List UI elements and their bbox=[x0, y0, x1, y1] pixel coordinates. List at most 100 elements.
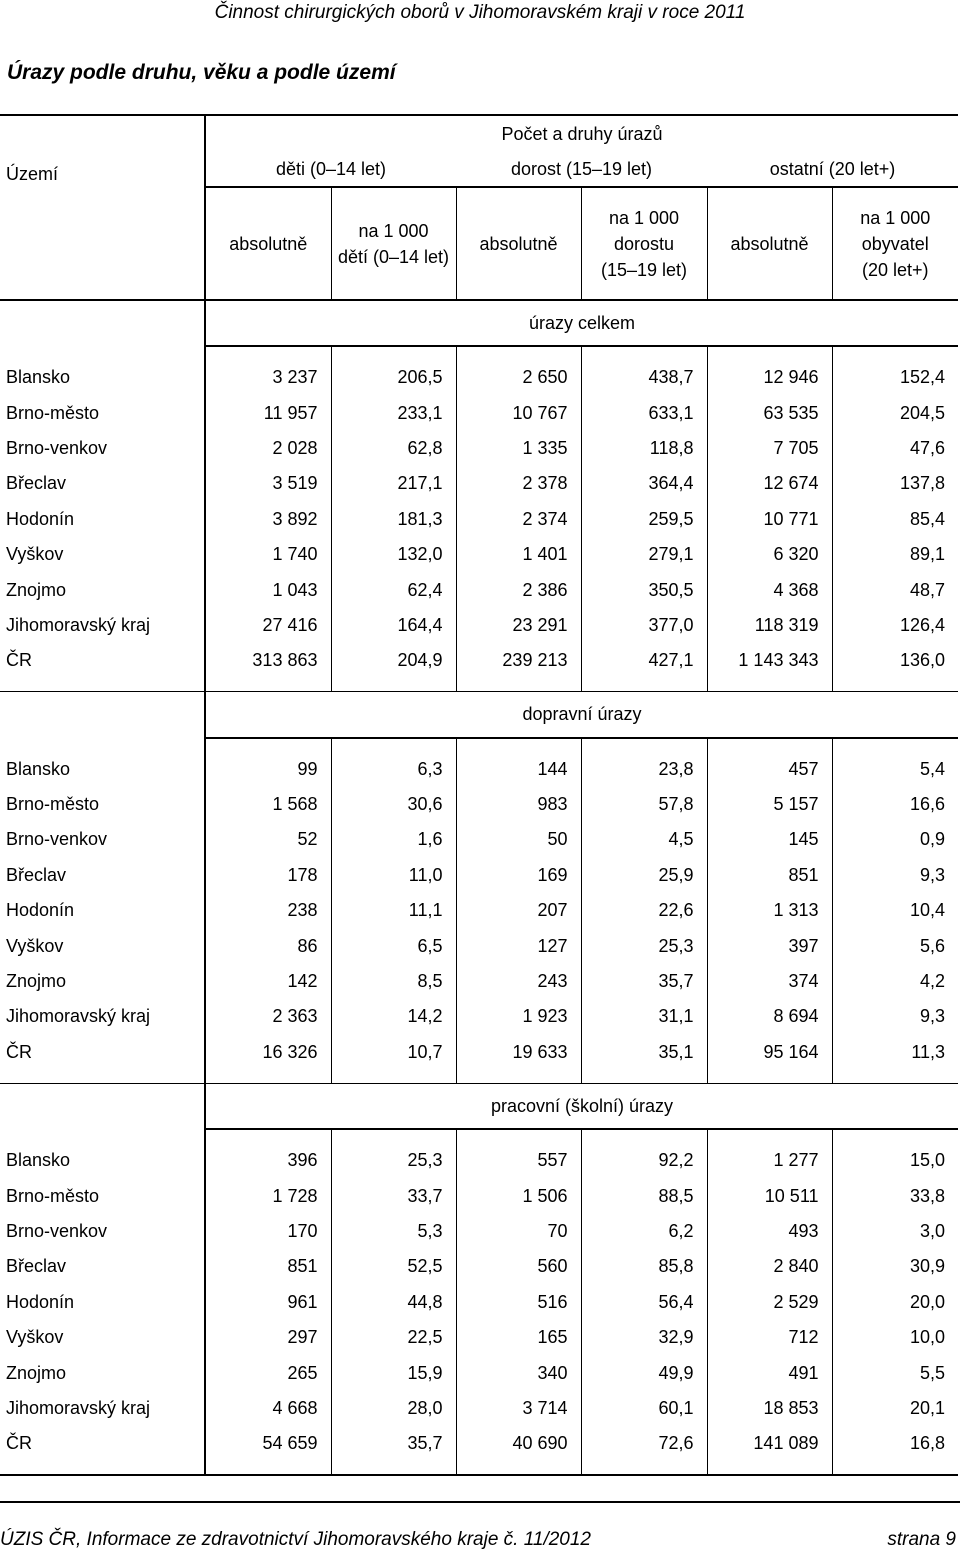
gap-cell bbox=[455, 1461, 581, 1476]
region-name: Znojmo bbox=[6, 971, 67, 992]
value-cell: 1 568 bbox=[204, 786, 331, 823]
subcolumn-header-line: dorostu bbox=[613, 233, 675, 254]
gap-cell bbox=[706, 737, 832, 752]
header-territory: Území bbox=[0, 114, 205, 301]
subcolumn-header-line: na 1 000 bbox=[358, 220, 429, 241]
value-cell: 6,3 bbox=[330, 751, 456, 787]
table-row: Blansko 99 6,3 144 23,8 457 5,4 bbox=[0, 751, 959, 787]
gap-cell bbox=[0, 1461, 205, 1476]
value-cell: 136,0 bbox=[831, 643, 959, 679]
value-cell: 6,5 bbox=[330, 928, 456, 964]
subcolumn-header-line: absolutně bbox=[229, 233, 308, 254]
value-cell: 85,4 bbox=[831, 501, 959, 537]
value-cell: 19 633 bbox=[455, 1034, 581, 1071]
value-cell: 313 863 bbox=[204, 643, 331, 679]
value-cell: 72,6 bbox=[580, 1426, 707, 1462]
value-cell: 9,3 bbox=[831, 857, 959, 894]
section-header-row: dopravní úrazy bbox=[0, 691, 959, 739]
gap-cell bbox=[706, 1129, 832, 1144]
value-cell: 11,0 bbox=[330, 857, 456, 894]
value-cell: 8 694 bbox=[706, 999, 832, 1035]
value-cell: 178 bbox=[204, 857, 331, 894]
value-cell: 57,8 bbox=[580, 786, 707, 823]
value-cell: 10,4 bbox=[831, 893, 959, 929]
running-header: Činnost chirurgických oborů v Jihomoravs… bbox=[214, 2, 746, 23]
value-cell: 54 659 bbox=[204, 1426, 331, 1462]
table-row: Hodonín 238 11,1 207 22,6 1 313 10,4 bbox=[0, 893, 959, 929]
section-gap bbox=[0, 737, 959, 752]
value-cell: 62,8 bbox=[330, 430, 456, 467]
table-body: Území Počet a druhy úrazů děti (0–14 let… bbox=[0, 114, 959, 1476]
value-cell: 10 771 bbox=[706, 501, 832, 537]
value-cell: 70 bbox=[455, 1213, 581, 1250]
value-cell: 983 bbox=[455, 786, 581, 823]
value-cell: 30,9 bbox=[831, 1249, 959, 1285]
value-cell: 5,6 bbox=[831, 928, 959, 964]
gap-cell bbox=[580, 1129, 707, 1144]
section-title: úrazy celkem bbox=[203, 300, 959, 347]
subcolumn-header-line: na 1 000 bbox=[608, 207, 680, 228]
value-cell: 25,3 bbox=[330, 1143, 456, 1179]
value-cell: 340 bbox=[455, 1355, 581, 1391]
gap-cell bbox=[706, 678, 832, 692]
value-cell: 2 529 bbox=[706, 1284, 832, 1320]
value-cell: 12 946 bbox=[706, 360, 832, 396]
value-cell: 137,8 bbox=[831, 466, 959, 502]
gap-cell bbox=[204, 1461, 331, 1476]
gap-cell bbox=[330, 1070, 456, 1084]
section-title: pracovní (školní) úrazy bbox=[203, 1082, 959, 1131]
gap-cell bbox=[455, 678, 581, 692]
footer-page-number: strana 9 bbox=[887, 1529, 956, 1550]
section-title: dopravní úrazy bbox=[203, 691, 959, 739]
gap-cell bbox=[706, 1461, 832, 1476]
region-name: Hodonín bbox=[6, 1291, 75, 1312]
subcolumn-header-3: absolutně bbox=[455, 186, 581, 301]
value-cell: 2 386 bbox=[455, 572, 581, 608]
table-row: Blansko 396 25,3 557 92,2 1 277 15,0 bbox=[0, 1143, 959, 1179]
table-row: ČR 313 863 204,9 239 213 427,1 1 143 343 136,0 bbox=[0, 643, 959, 679]
value-cell: 16,8 bbox=[831, 1426, 959, 1462]
value-cell: 2 378 bbox=[455, 466, 581, 502]
table-row: Znojmo 265 15,9 340 49,9 491 5,5 bbox=[0, 1355, 959, 1391]
gap-cell bbox=[330, 737, 456, 752]
gap-cell bbox=[831, 678, 959, 692]
value-cell: 23,8 bbox=[580, 751, 707, 787]
value-cell: 3 519 bbox=[204, 466, 331, 502]
table-row: Břeclav 178 11,0 169 25,9 851 9,3 bbox=[0, 857, 959, 894]
value-cell: 5,3 bbox=[330, 1213, 456, 1250]
gap-cell bbox=[455, 1070, 581, 1084]
table-row: Jihomoravský kraj 2 363 14,2 1 923 31,1 8 694… bbox=[0, 999, 959, 1035]
region-name: ČR bbox=[6, 650, 32, 671]
value-cell: 297 bbox=[204, 1319, 331, 1356]
subcolumn-header-6: na 1 000 obyvatel (20 let+) bbox=[831, 186, 959, 301]
gap-cell bbox=[455, 737, 581, 752]
header-row-subcolumns: absolutně na 1 000 dětí (0–14 let) absolutn… bbox=[0, 186, 959, 301]
value-cell: 633,1 bbox=[580, 395, 707, 431]
table-row: Břeclav 3 519 217,1 2 378 364,4 12 674 137,8 bbox=[0, 466, 959, 502]
table-row: Hodonín 3 892 181,3 2 374 259,5 10 771 85,4 bbox=[0, 501, 959, 537]
region-name: Blansko bbox=[6, 367, 71, 388]
gap-cell bbox=[330, 1461, 456, 1476]
gap-cell bbox=[0, 738, 205, 752]
value-cell: 493 bbox=[706, 1213, 832, 1250]
value-cell: 60,1 bbox=[580, 1390, 707, 1427]
subcolumn-header-4: na 1 000 dorostu (15–19 let) bbox=[580, 186, 707, 301]
section-header-spacer bbox=[0, 1082, 205, 1130]
value-cell: 239 213 bbox=[455, 643, 581, 679]
region-name: Brno-venkov bbox=[6, 829, 108, 850]
gap-cell bbox=[204, 737, 331, 752]
value-cell: 127 bbox=[455, 928, 581, 964]
group-youth: dorost (15–19 let) bbox=[510, 158, 653, 179]
value-cell: 126,4 bbox=[831, 607, 959, 644]
section-header-row: úrazy celkem bbox=[0, 300, 959, 347]
value-cell: 20,0 bbox=[831, 1284, 959, 1320]
value-cell: 47,6 bbox=[831, 430, 959, 467]
value-cell: 374 bbox=[706, 963, 832, 1000]
value-cell: 557 bbox=[455, 1143, 581, 1179]
value-cell: 165 bbox=[455, 1319, 581, 1356]
value-cell: 259,5 bbox=[580, 501, 707, 537]
value-cell: 32,9 bbox=[580, 1319, 707, 1356]
value-cell: 35,1 bbox=[580, 1034, 707, 1071]
gap-cell bbox=[831, 1129, 959, 1144]
value-cell: 99 bbox=[204, 751, 331, 787]
